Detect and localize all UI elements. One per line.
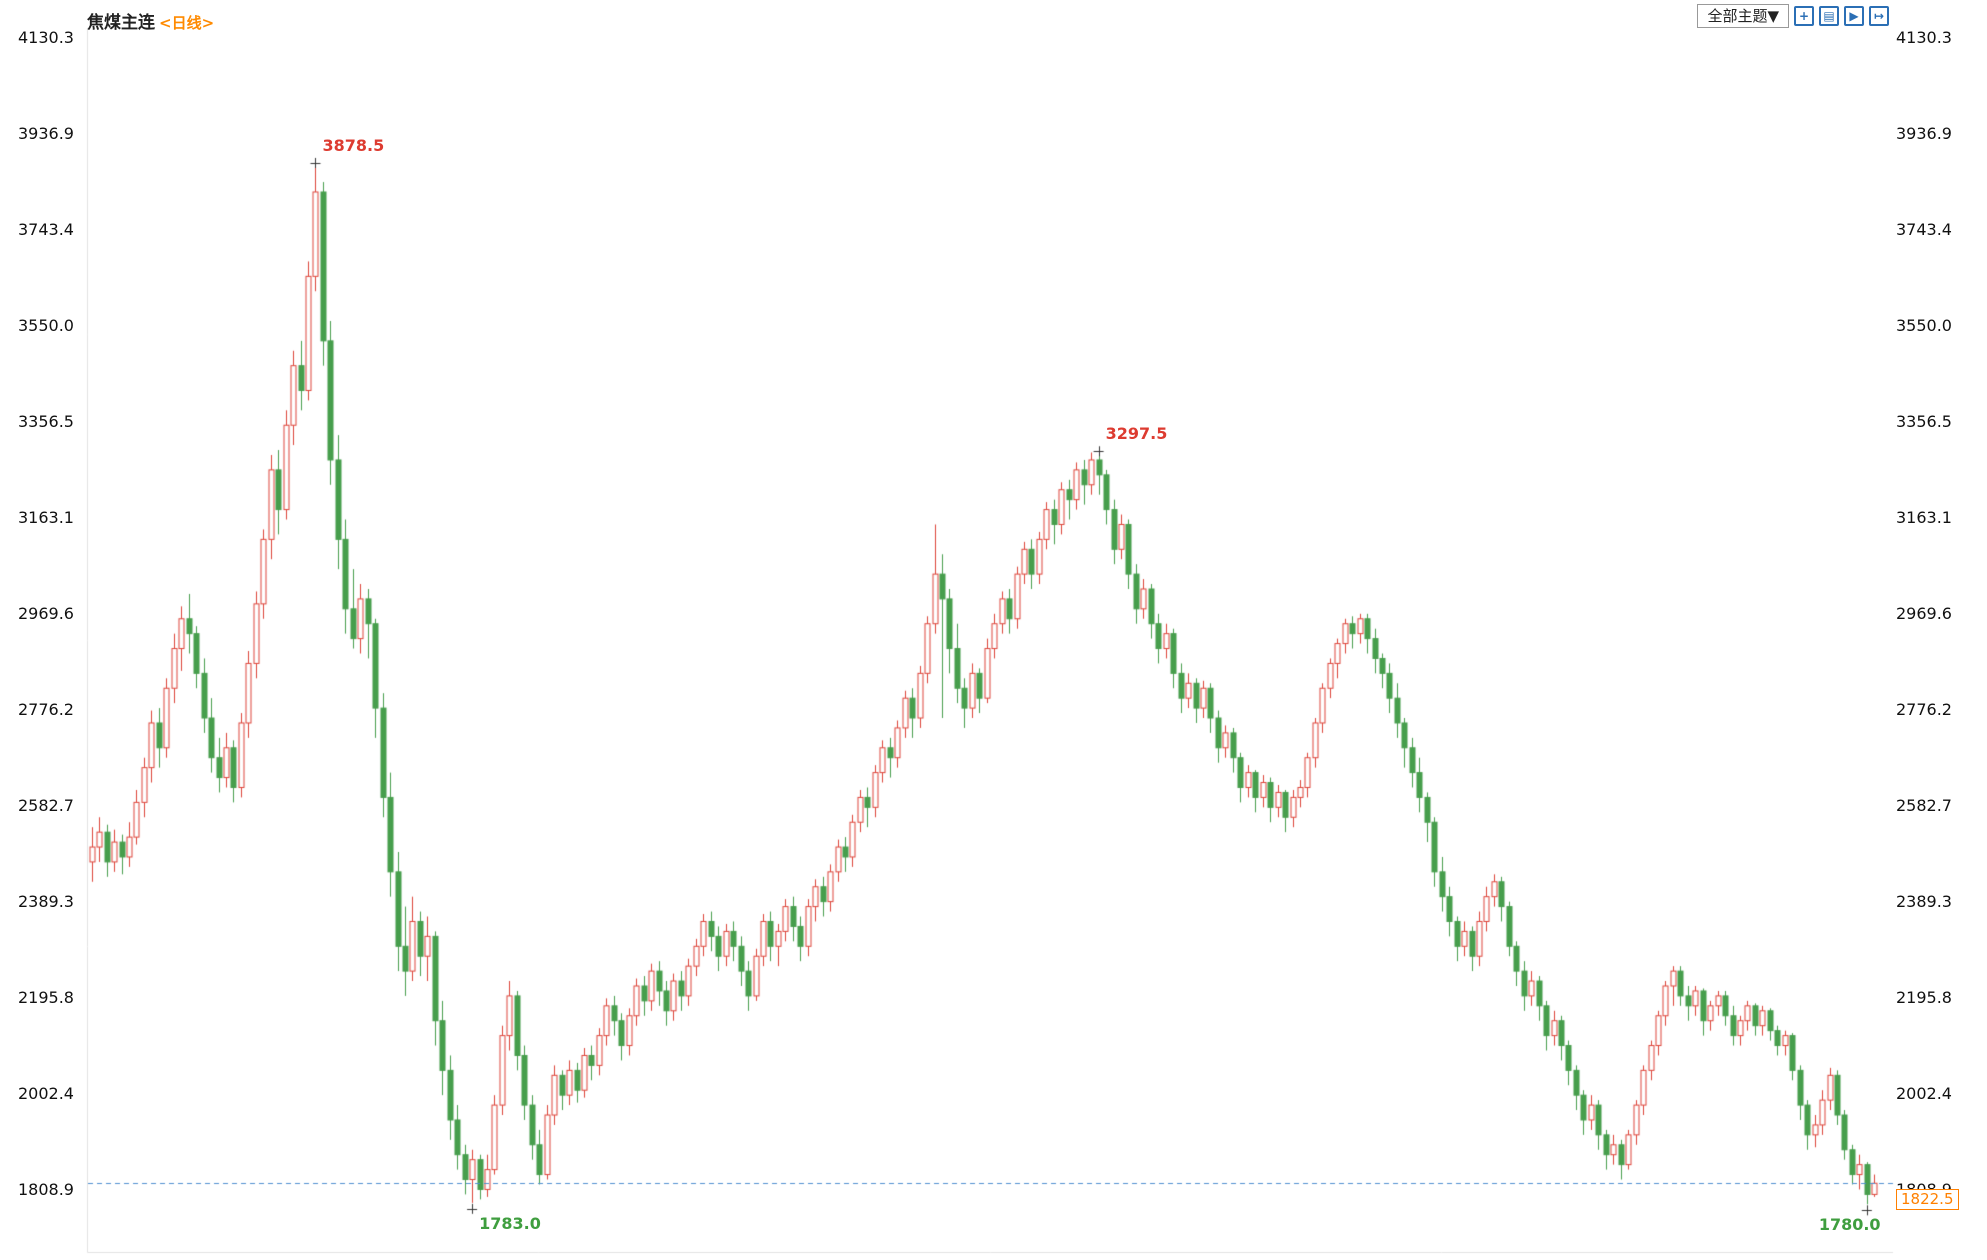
kline-play-icon[interactable]: ▶: [1844, 6, 1864, 26]
y-axis-label-left: 2582.7: [18, 796, 74, 815]
period-label: <日线>: [159, 14, 215, 32]
instrument-title: 焦煤主连: [87, 13, 155, 33]
y-axis-label-right: 3356.5: [1896, 412, 1952, 431]
y-axis-label-right: 2776.2: [1896, 699, 1952, 719]
y-axis-label-right: 3550.0: [1896, 315, 1952, 335]
low-price-annotation: 1780.0: [1818, 1215, 1881, 1235]
y-axis-label-right: 4130.3: [1896, 28, 1952, 47]
y-axis-label-left: 2002.4: [18, 1083, 74, 1103]
y-axis-label-right: 3743.4: [1896, 220, 1952, 239]
y-axis-label-right: 3936.9: [1896, 123, 1952, 143]
y-axis-label-left: 3356.5: [18, 412, 74, 431]
low-price-annotation: 1783.0: [479, 1213, 541, 1233]
y-axis-label-left: 2776.2: [18, 699, 74, 719]
y-axis-label-left: 4130.3: [18, 28, 74, 47]
exit-fullscreen-icon[interactable]: ↦: [1869, 6, 1889, 26]
chart-header: 焦煤主连 <日线>: [87, 8, 214, 33]
kline-panel-icon[interactable]: ▤: [1819, 6, 1839, 26]
high-price-annotation: 3878.5: [322, 135, 385, 155]
y-axis-label-right: 2002.4: [1896, 1083, 1952, 1103]
y-axis-label-left: 1808.9: [18, 1180, 74, 1199]
y-axis-label-right: 3163.1: [1896, 507, 1952, 527]
y-axis-label-left: 3163.1: [18, 507, 74, 527]
y-axis-label-right: 2582.7: [1896, 796, 1952, 815]
y-axis-label-left: 3550.0: [18, 315, 74, 335]
y-axis-label-left: 2195.8: [18, 988, 74, 1007]
current-price-tag: 1822.5: [1896, 1189, 1959, 1211]
y-axis-label-left: 2389.3: [18, 891, 74, 911]
y-axis-label-right: 2969.6: [1896, 604, 1952, 623]
chart-controls: 全部主题▼ + ▤ ▶ ↦: [1697, 4, 1889, 28]
y-axis-label-left: 3936.9: [18, 123, 74, 143]
high-price-annotation: 3297.5: [1105, 424, 1168, 444]
y-axis-label-right: 2389.3: [1896, 891, 1952, 911]
y-axis-label-right: 2195.8: [1896, 988, 1952, 1007]
y-axis-label-left: 3743.4: [18, 220, 74, 239]
y-axis-label-left: 2969.6: [18, 604, 74, 623]
theme-selector-button[interactable]: 全部主题▼: [1697, 4, 1789, 28]
pan-icon[interactable]: +: [1794, 6, 1814, 26]
